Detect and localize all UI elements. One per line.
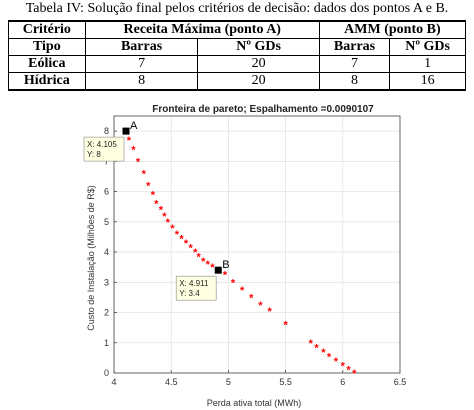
table-cell: 1 — [389, 55, 466, 73]
datatip-x: X: 4.911 — [179, 279, 209, 288]
data-point: * — [352, 368, 357, 380]
table-header-row: Critério Receita Máxima (ponto A) AMM (p… — [8, 20, 467, 39]
y-tick-label: 2 — [104, 308, 109, 318]
data-point: * — [223, 270, 228, 282]
table-cell: 7 — [84, 55, 199, 73]
table-cell: 7 — [318, 55, 391, 73]
data-point: * — [201, 256, 206, 268]
data-point: * — [309, 338, 314, 350]
data-point: * — [159, 205, 164, 217]
data-point: * — [175, 229, 180, 241]
data-point: * — [327, 351, 332, 363]
data-point: * — [314, 342, 319, 354]
table-cell: 20 — [197, 72, 320, 91]
pareto-chart: Fronteira de pareto; Espalhamento =0.009… — [83, 104, 407, 408]
y-tick-label: 6 — [104, 187, 109, 197]
x-tick-label: 6 — [340, 377, 345, 387]
data-point: * — [184, 238, 189, 250]
criteria-table: Critério Receita Máxima (ponto A) AMM (p… — [8, 20, 467, 91]
row-label: Hídrica — [8, 72, 86, 91]
data-point: * — [210, 262, 215, 274]
header-type: Tipo — [8, 38, 86, 56]
data-point: * — [321, 347, 326, 359]
datatip-x: X: 4.105 — [87, 140, 117, 149]
data-point: * — [146, 181, 151, 193]
header-b-buses: Barras — [318, 38, 391, 56]
data-point: * — [151, 190, 156, 202]
table-cell: 16 — [389, 72, 466, 91]
y-tick-label: 3 — [104, 277, 109, 287]
header-a-buses: Barras — [84, 38, 199, 56]
data-point: * — [267, 306, 272, 318]
data-point: * — [240, 285, 245, 297]
y-tick-label: 8 — [104, 126, 109, 136]
table-caption: Tabela IV: Solução final pelos critérios… — [25, 1, 449, 16]
header-criterion: Critério — [8, 20, 86, 39]
y-tick-label: 4 — [104, 247, 109, 257]
y-tick-label: 5 — [104, 217, 109, 227]
data-point: * — [249, 292, 254, 304]
chart-title: Fronteira de pareto; Espalhamento =0.009… — [152, 104, 374, 115]
data-point: * — [341, 360, 346, 372]
datatip-box — [83, 136, 125, 162]
x-tick-label: 4 — [111, 377, 116, 387]
datatip-y: Y: 3.4 — [179, 289, 200, 298]
data-point: * — [127, 135, 132, 147]
table-cell: 8 — [84, 72, 199, 91]
x-tick-label: 4.5 — [165, 377, 178, 387]
x-tick-label: 5.5 — [279, 377, 292, 387]
table-cell: 20 — [197, 55, 320, 73]
data-point: * — [206, 259, 211, 271]
table-cell: 8 — [318, 72, 391, 91]
header-a-gds: Nº GDs — [197, 38, 320, 56]
x-tick-label: 5 — [226, 377, 231, 387]
data-point: * — [179, 233, 184, 245]
plot-border — [113, 115, 401, 374]
datatip-box — [175, 275, 217, 301]
header-b-gds: Nº GDs — [389, 38, 466, 56]
header-point-b: AMM (ponto B) — [318, 20, 467, 39]
datatip-y: Y: 8 — [87, 150, 101, 159]
y-tick-label: 0 — [104, 368, 109, 378]
plot-area — [114, 116, 400, 373]
data-point: * — [142, 168, 147, 180]
data-point: * — [131, 144, 136, 156]
y-axis-label: Custo de Instalação (Milhões de R$) — [86, 185, 96, 331]
row-label: Eólica — [8, 55, 86, 73]
data-point: * — [170, 223, 175, 235]
point-marker-a — [122, 127, 130, 135]
data-point: * — [334, 356, 339, 368]
data-point: * — [258, 300, 263, 312]
data-point: * — [231, 277, 236, 289]
point-label-b: B — [222, 259, 229, 271]
data-point: * — [197, 252, 202, 264]
header-point-a: Receita Máxima (ponto A) — [84, 20, 320, 39]
data-point: * — [136, 156, 141, 168]
data-point: * — [346, 364, 351, 376]
table-subheader-row: Tipo Barras Nº GDs Barras Nº GDs — [8, 38, 466, 56]
y-tick-label: 1 — [104, 338, 109, 348]
table-row: Eólica 7 20 7 1 — [8, 55, 466, 73]
x-axis-label: Perda ativa total (MWh) — [207, 398, 302, 408]
data-point: * — [189, 243, 194, 255]
data-point: * — [162, 211, 167, 223]
table-row: Hídrica 8 20 8 16 — [8, 72, 466, 91]
point-label-a: A — [130, 120, 138, 132]
data-point: * — [154, 199, 159, 211]
data-point: * — [166, 217, 171, 229]
point-marker-b — [214, 266, 222, 274]
x-tick-label: 6.5 — [394, 377, 407, 387]
data-point: * — [283, 320, 288, 332]
data-point: * — [193, 247, 198, 259]
